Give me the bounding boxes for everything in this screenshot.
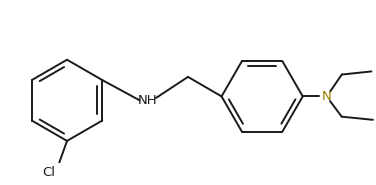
Text: N: N	[321, 90, 331, 103]
Text: Cl: Cl	[42, 166, 56, 179]
Text: NH: NH	[138, 94, 157, 107]
